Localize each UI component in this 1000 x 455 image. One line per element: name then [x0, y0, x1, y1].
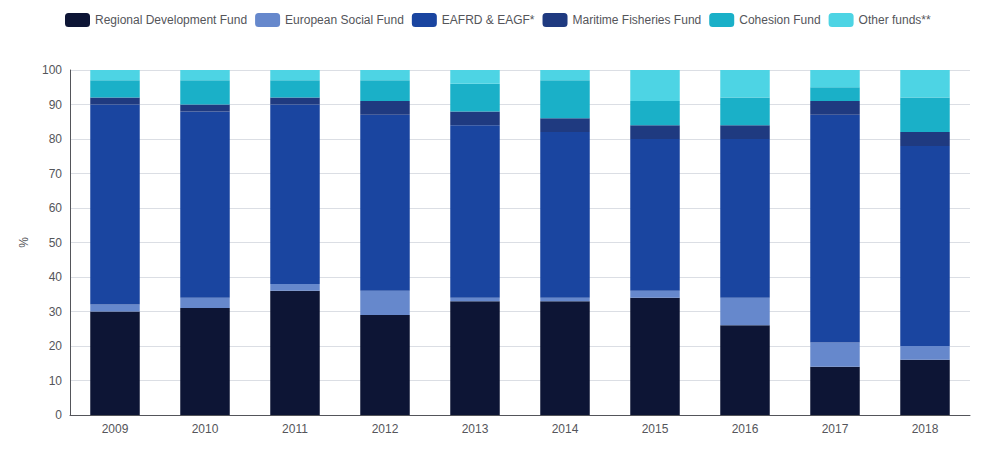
svg-text:10: 10: [49, 374, 63, 388]
svg-text:40: 40: [49, 270, 63, 284]
svg-text:100: 100: [42, 63, 62, 77]
svg-text:2016: 2016: [732, 422, 759, 436]
svg-text:90: 90: [49, 98, 63, 112]
svg-text:2010: 2010: [192, 422, 219, 436]
svg-text:Maritime Fisheries Fund: Maritime Fisheries Fund: [573, 13, 702, 27]
svg-text:60: 60: [49, 201, 63, 215]
svg-text:Regional Development Fund: Regional Development Fund: [95, 13, 247, 27]
svg-text:80: 80: [49, 132, 63, 146]
svg-text:20: 20: [49, 339, 63, 353]
svg-text:2017: 2017: [822, 422, 849, 436]
svg-text:50: 50: [49, 236, 63, 250]
svg-text:Cohesion Fund: Cohesion Fund: [739, 13, 820, 27]
svg-text:2012: 2012: [372, 422, 399, 436]
svg-text:30: 30: [49, 305, 63, 319]
svg-text:EAFRD & EAGF*: EAFRD & EAGF*: [442, 13, 535, 27]
svg-text:70: 70: [49, 167, 63, 181]
svg-text:0: 0: [55, 408, 62, 422]
svg-text:2011: 2011: [282, 422, 308, 436]
svg-text:Other funds**: Other funds**: [859, 13, 931, 27]
svg-text:2015: 2015: [642, 422, 669, 436]
svg-text:European Social Fund: European Social Fund: [285, 13, 404, 27]
svg-text:2013: 2013: [462, 422, 489, 436]
svg-text:2014: 2014: [552, 422, 579, 436]
svg-text:2009: 2009: [102, 422, 129, 436]
svg-text:2018: 2018: [912, 422, 939, 436]
svg-text:%: %: [17, 237, 31, 248]
